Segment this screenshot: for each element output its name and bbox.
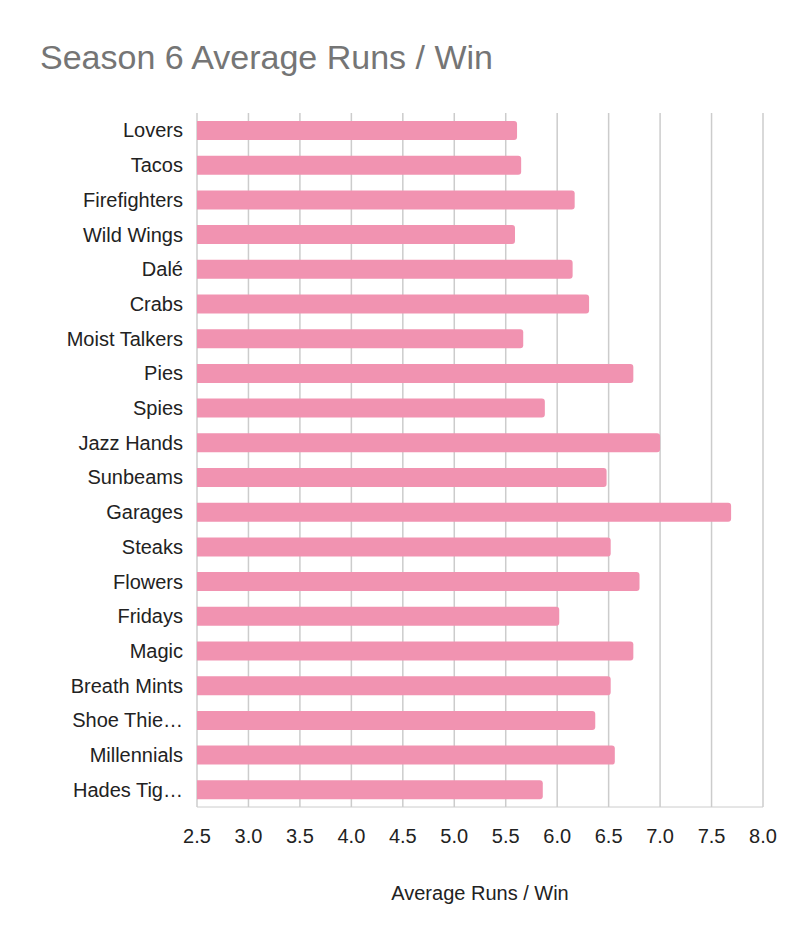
svg-text:Garages: Garages xyxy=(106,501,183,523)
svg-text:7.5: 7.5 xyxy=(698,825,726,847)
svg-text:Hades Tig…: Hades Tig… xyxy=(73,779,183,801)
svg-text:Pies: Pies xyxy=(144,362,183,384)
svg-text:Wild Wings: Wild Wings xyxy=(83,224,183,246)
svg-text:Spies: Spies xyxy=(133,397,183,419)
svg-text:Fridays: Fridays xyxy=(117,605,183,627)
svg-text:Moist Talkers: Moist Talkers xyxy=(67,328,183,350)
svg-text:Firefighters: Firefighters xyxy=(83,189,183,211)
svg-text:5.5: 5.5 xyxy=(492,825,520,847)
svg-text:3.0: 3.0 xyxy=(235,825,263,847)
svg-text:2.5: 2.5 xyxy=(183,825,211,847)
svg-text:Sunbeams: Sunbeams xyxy=(87,466,183,488)
svg-text:Magic: Magic xyxy=(130,640,183,662)
svg-text:8.0: 8.0 xyxy=(749,825,777,847)
svg-text:Steaks: Steaks xyxy=(122,536,183,558)
svg-text:Tacos: Tacos xyxy=(131,154,183,176)
svg-text:6.0: 6.0 xyxy=(543,825,571,847)
svg-text:Flowers: Flowers xyxy=(113,571,183,593)
svg-text:Lovers: Lovers xyxy=(123,119,183,141)
svg-text:7.0: 7.0 xyxy=(646,825,674,847)
svg-text:4.5: 4.5 xyxy=(389,825,417,847)
svg-text:5.0: 5.0 xyxy=(440,825,468,847)
svg-text:Dalé: Dalé xyxy=(142,258,183,280)
svg-text:Millennials: Millennials xyxy=(90,744,183,766)
svg-text:Jazz Hands: Jazz Hands xyxy=(79,432,184,454)
svg-text:Breath Mints: Breath Mints xyxy=(71,675,183,697)
html-text:Average Runs / Win: Average Runs / Win xyxy=(391,882,569,904)
svg-text:Crabs: Crabs xyxy=(130,293,183,315)
svg-text:6.5: 6.5 xyxy=(595,825,623,847)
svg-text:3.5: 3.5 xyxy=(286,825,314,847)
svg-text:Shoe Thie…: Shoe Thie… xyxy=(72,709,183,731)
svg-text:4.0: 4.0 xyxy=(337,825,365,847)
html-text:Season 6 Average Runs / Win: Season 6 Average Runs / Win xyxy=(40,38,493,76)
